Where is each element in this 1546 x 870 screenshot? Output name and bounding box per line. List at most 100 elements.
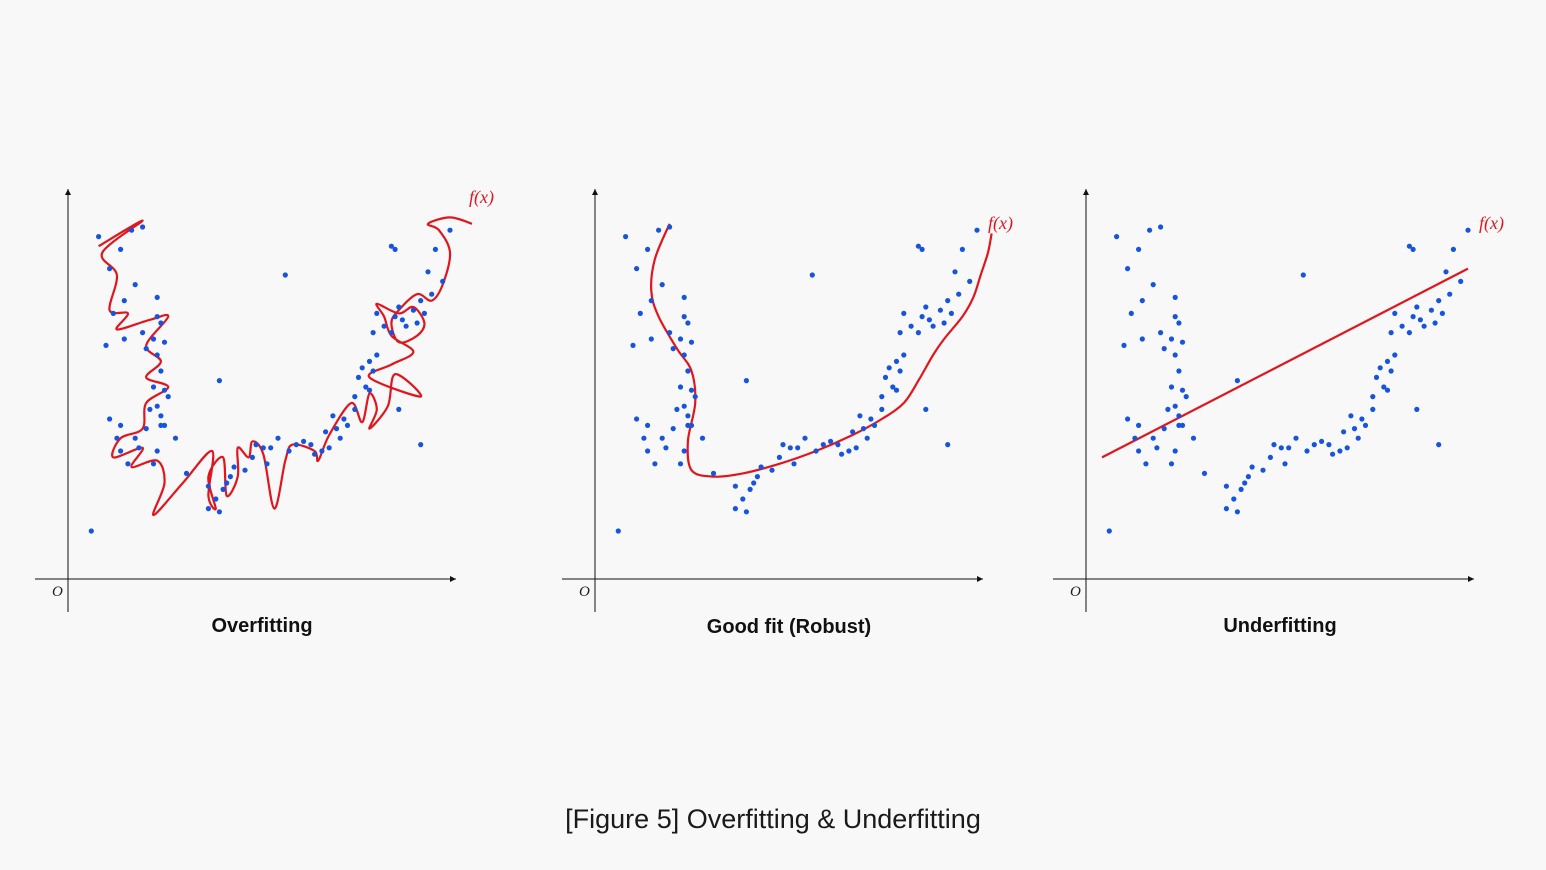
data-point	[974, 227, 980, 233]
data-point	[1168, 384, 1175, 390]
data-point	[667, 330, 673, 336]
data-point	[645, 246, 651, 252]
data-point	[1337, 448, 1343, 454]
data-point	[663, 445, 669, 451]
data-point	[787, 445, 793, 451]
data-point	[802, 435, 808, 441]
data-point	[432, 246, 438, 252]
data-point	[835, 442, 841, 448]
data-point	[220, 486, 226, 492]
data-point	[1136, 246, 1142, 252]
data-point	[1223, 483, 1229, 489]
data-point	[140, 224, 146, 230]
data-point	[699, 435, 706, 441]
data-point	[677, 384, 684, 390]
panel-underfitting: O f(x) Underfitting	[1053, 189, 1504, 637]
data-point	[915, 330, 922, 336]
data-point	[937, 307, 944, 313]
data-point	[154, 314, 160, 320]
data-point	[154, 352, 160, 358]
data-point	[158, 320, 164, 326]
data-point	[677, 336, 684, 342]
data-point	[685, 320, 691, 326]
data-point	[1384, 387, 1391, 393]
origin-label: O	[52, 584, 63, 600]
data-point	[158, 368, 164, 374]
data-point	[1158, 330, 1164, 336]
data-point	[897, 368, 903, 374]
data-point	[1384, 358, 1391, 364]
data-point	[147, 406, 153, 412]
data-point	[919, 246, 925, 252]
data-point	[901, 310, 907, 316]
data-point	[110, 310, 116, 316]
data-point	[670, 346, 676, 352]
data-point	[879, 406, 885, 412]
data-point	[216, 378, 222, 384]
data-point	[308, 442, 314, 448]
data-point	[1172, 314, 1178, 320]
data-point	[1161, 346, 1167, 352]
data-point	[923, 304, 929, 310]
data-point	[396, 406, 402, 412]
data-point	[224, 480, 230, 486]
data-point	[630, 342, 636, 348]
panel-title: Good fit (Robust)	[707, 616, 871, 638]
data-point	[242, 467, 248, 473]
data-point	[769, 467, 775, 473]
data-point	[645, 422, 651, 428]
data-point	[161, 387, 168, 393]
figure-caption: [Figure 5] Overfitting & Underfitting	[565, 804, 981, 834]
data-point	[1168, 461, 1175, 467]
data-point	[641, 435, 647, 441]
data-point	[107, 266, 113, 272]
data-point	[1176, 368, 1182, 374]
origin-label: O	[579, 584, 590, 600]
data-point	[674, 406, 680, 412]
data-point	[118, 422, 124, 428]
data-point	[1176, 320, 1182, 326]
data-point	[158, 422, 164, 428]
data-point	[1183, 394, 1189, 400]
data-point	[681, 294, 687, 300]
data-point	[1330, 451, 1336, 457]
data-point	[1176, 422, 1182, 428]
data-point	[1132, 435, 1138, 441]
data-point	[886, 365, 892, 371]
data-point	[301, 438, 307, 444]
data-point	[410, 307, 416, 313]
data-point	[129, 227, 135, 233]
data-point	[681, 352, 687, 358]
data-point	[125, 461, 131, 467]
data-point	[688, 422, 695, 428]
fit-curve-linear	[1101, 267, 1469, 459]
data-point	[143, 346, 149, 352]
data-point	[1245, 474, 1251, 480]
data-point	[1410, 246, 1416, 252]
data-point	[879, 394, 885, 400]
data-point	[172, 435, 179, 441]
data-point	[1139, 298, 1145, 304]
data-point	[132, 282, 138, 288]
data-point	[1238, 486, 1244, 492]
data-point	[1428, 307, 1434, 313]
data-point	[857, 413, 863, 419]
data-point	[275, 435, 281, 441]
data-point	[143, 426, 149, 432]
data-point	[366, 358, 373, 364]
data-point	[264, 461, 270, 467]
data-point	[1300, 272, 1306, 278]
data-point	[293, 442, 299, 448]
data-point	[418, 442, 424, 448]
data-point	[868, 416, 874, 422]
data-point	[747, 486, 753, 492]
data-point	[670, 426, 676, 432]
data-point	[1161, 426, 1167, 432]
data-point	[370, 330, 376, 336]
data-point	[114, 435, 120, 441]
data-point	[1421, 323, 1427, 329]
data-point	[227, 474, 233, 480]
data-point	[846, 448, 852, 454]
data-point	[740, 496, 746, 502]
